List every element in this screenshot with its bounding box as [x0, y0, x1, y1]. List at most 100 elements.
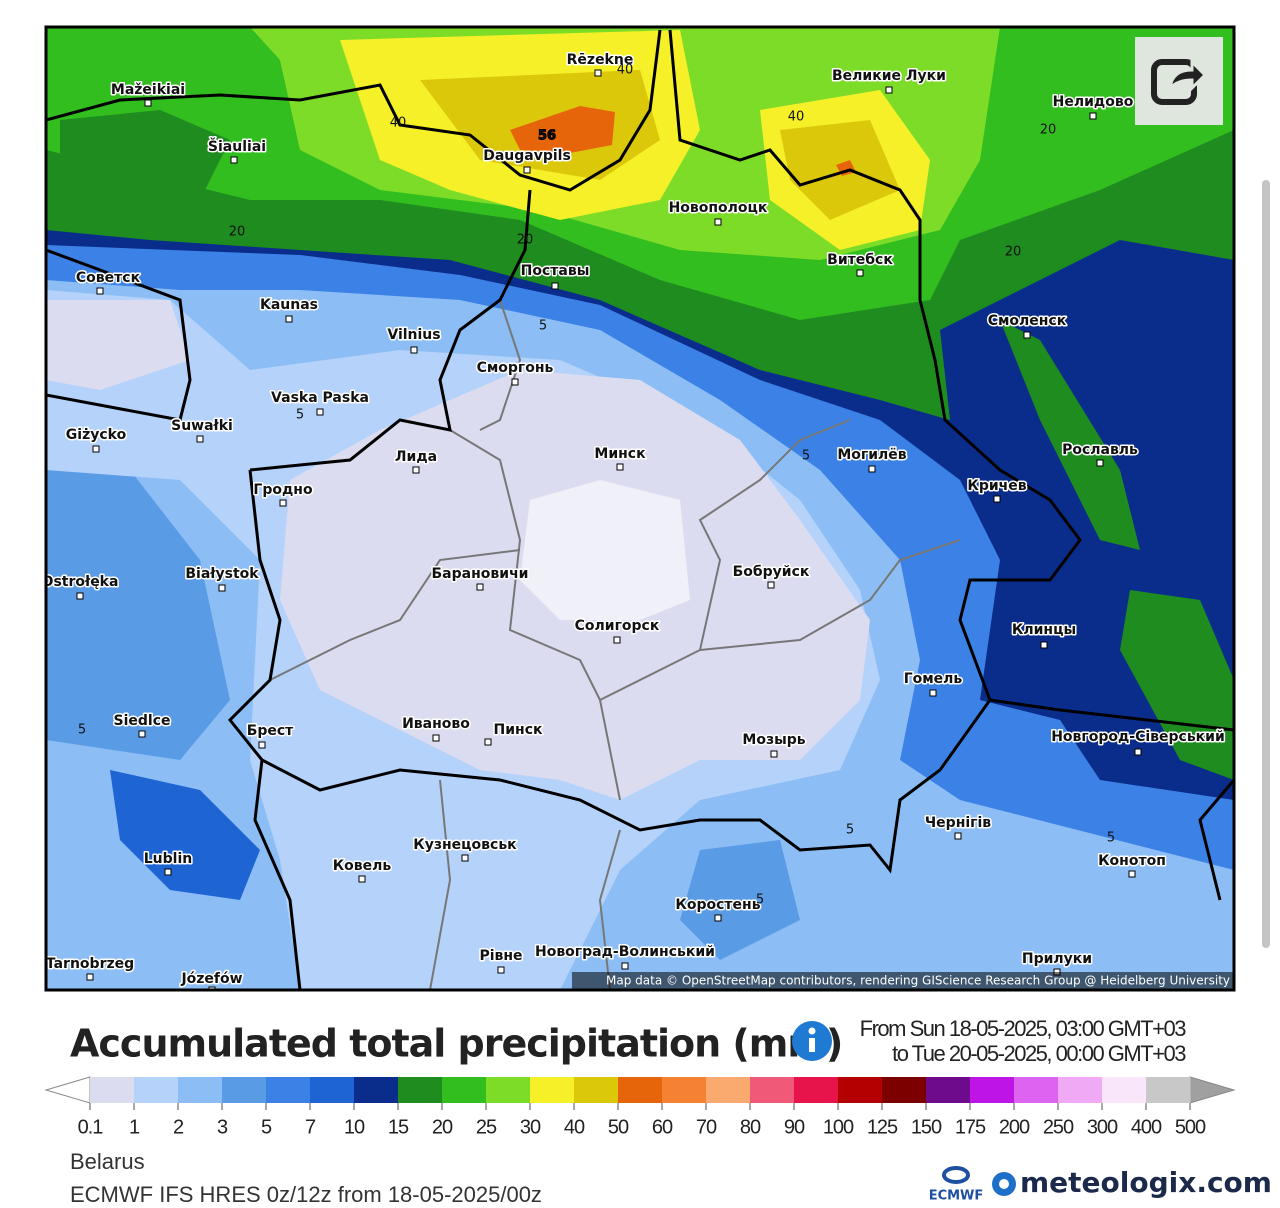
colorbar-swatch: [1058, 1077, 1103, 1103]
city-marker: [92, 445, 100, 453]
city-marker: [316, 408, 324, 416]
info-icon-dot[interactable]: [808, 1027, 816, 1035]
city-name: Рівне: [479, 948, 522, 964]
precip-area: [520, 480, 690, 620]
info-icon-bar[interactable]: [809, 1038, 815, 1052]
city-name: Гомель: [904, 671, 963, 687]
city-name: Siedlce: [114, 713, 171, 729]
colorbar-tick-label: 300: [1087, 1116, 1118, 1138]
colorbar-swatch: [266, 1077, 311, 1103]
colorbar-tick-label: 15: [388, 1116, 409, 1138]
city-name: Kaunas: [260, 297, 318, 313]
city-marker: [613, 636, 621, 644]
colorbar-swatch: [530, 1077, 575, 1103]
colorbar-swatch: [90, 1077, 135, 1103]
city-marker: [164, 868, 172, 876]
city-name: Białystok: [185, 566, 259, 582]
ecmwf-icon: [942, 1166, 970, 1184]
colorbar-swatch: [750, 1077, 795, 1103]
colorbar-tick-label: 30: [520, 1116, 541, 1138]
colorbar-swatch: [838, 1077, 883, 1103]
city-name: Чернігів: [925, 815, 991, 831]
info-button[interactable]: [792, 1021, 832, 1061]
national-borders: [46, 29, 1234, 990]
contour-label: 5: [78, 723, 86, 738]
period-from: From Sun 18-05-2025, 03:00 GMT+03: [860, 1016, 1187, 1041]
precip-area: [510, 106, 615, 153]
regional-borders: [269, 299, 961, 990]
brand-logo: meteologix.com: [992, 1166, 1272, 1199]
model-info: ECMWF IFS HRES 0z/12z from 18-05-2025/00…: [70, 1182, 542, 1204]
city-marker: [1134, 748, 1142, 756]
colorbar-swatch: [178, 1077, 223, 1103]
city-name: Мозырь: [742, 732, 805, 748]
colorbar-tick-label: 2: [173, 1116, 184, 1138]
city-name: Великие Луки: [832, 68, 946, 84]
share-button[interactable]: [1135, 37, 1223, 125]
contour-label: 5: [756, 893, 764, 908]
attribution: Map data © OpenStreetMap contributors, r…: [606, 974, 1230, 988]
colorbar-tick-label: 400: [1131, 1116, 1162, 1138]
colorbar-swatch: [1146, 1077, 1191, 1103]
colorbar-swatch: [926, 1077, 971, 1103]
map-frame: [44, 25, 1236, 992]
city-name: Клинцы: [1012, 622, 1076, 638]
colorbar-tick-label: 150: [911, 1116, 942, 1138]
precip-area: [60, 110, 230, 210]
colorbar-tick-label: 90: [784, 1116, 805, 1138]
contour-label: 5: [846, 823, 854, 838]
city-name: Vaska Paska: [271, 390, 369, 406]
contour-label: 40: [390, 116, 407, 131]
city-name: Ostrołęka: [42, 574, 119, 590]
city-name: Кузнецовськ: [413, 837, 517, 853]
colorbar-swatch: [794, 1077, 839, 1103]
precip-area: [46, 300, 190, 390]
city-marker: [461, 854, 469, 862]
city-marker: [1128, 870, 1136, 878]
city-name: Пинск: [494, 722, 543, 738]
colorbar-swatch: [574, 1077, 619, 1103]
precip-area: [1000, 320, 1140, 550]
city-name: Минск: [594, 446, 646, 462]
city-marker: [993, 495, 1001, 503]
ecmwf-logo: ECMWF: [929, 1166, 984, 1204]
city-marker: [76, 592, 84, 600]
city-name: Брест: [247, 723, 294, 739]
city-marker: [767, 581, 775, 589]
city-marker: [868, 465, 876, 473]
city-name: Советск: [76, 270, 141, 286]
city-marker: [138, 730, 146, 738]
city-marker: [285, 315, 293, 323]
city-marker: [258, 741, 266, 749]
city-name: Витебск: [827, 252, 893, 268]
colorbar: 0.1 1 2 3 5 7 10 15 20 25 30 40 50 60 70 80 90 100 125 150 1…: [44, 1076, 1236, 1138]
city-marker: [96, 287, 104, 295]
contour-label: 56: [538, 129, 556, 144]
city-name: Šiauliai: [208, 137, 266, 155]
scrollbar[interactable]: [1262, 180, 1270, 948]
city-marker: [621, 962, 629, 970]
ecmwf-label: ECMWF: [929, 1189, 984, 1204]
share-arrow[interactable]: [1168, 58, 1208, 93]
colorbar-swatch: [1102, 1077, 1147, 1103]
city-name: Giżycko: [66, 427, 127, 443]
contour-label: 40: [617, 63, 634, 78]
brand-icon-inner: [999, 1179, 1009, 1189]
city-marker: [279, 499, 287, 507]
city-marker: [230, 156, 238, 164]
city-marker: [594, 69, 602, 77]
colorbar-tick-label: 175: [955, 1116, 986, 1138]
colorbar-tick-label: 125: [867, 1116, 898, 1138]
city-marker: [885, 86, 893, 94]
city-marker: [358, 875, 366, 883]
city-name: Новоград-Волинський: [535, 944, 715, 960]
colorbar-under: [44, 1076, 91, 1104]
city-name: Rēzekne: [567, 52, 634, 68]
colorbar-tick-label: 250: [1043, 1116, 1074, 1138]
city-marker: [86, 973, 94, 981]
city-marker: [144, 99, 152, 107]
city-name: Lublin: [144, 851, 192, 867]
colorbar-swatch: [662, 1077, 707, 1103]
colorbar-tick-label: 40: [564, 1116, 585, 1138]
